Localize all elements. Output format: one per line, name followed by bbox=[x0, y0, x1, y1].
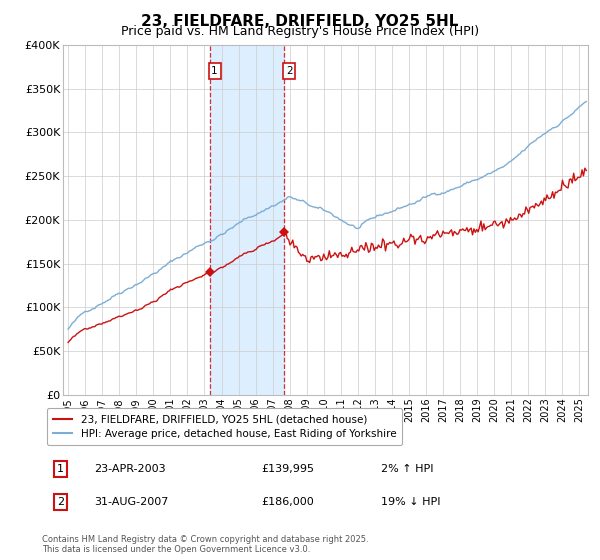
Text: 23, FIELDFARE, DRIFFIELD, YO25 5HL: 23, FIELDFARE, DRIFFIELD, YO25 5HL bbox=[142, 14, 458, 29]
Text: 1: 1 bbox=[211, 66, 218, 76]
Text: 2: 2 bbox=[57, 497, 64, 507]
Text: 1: 1 bbox=[57, 464, 64, 474]
Text: 23-APR-2003: 23-APR-2003 bbox=[94, 464, 166, 474]
Text: 31-AUG-2007: 31-AUG-2007 bbox=[94, 497, 169, 507]
Text: £139,995: £139,995 bbox=[261, 464, 314, 474]
Text: Price paid vs. HM Land Registry's House Price Index (HPI): Price paid vs. HM Land Registry's House … bbox=[121, 25, 479, 38]
Text: Contains HM Land Registry data © Crown copyright and database right 2025.
This d: Contains HM Land Registry data © Crown c… bbox=[42, 535, 368, 554]
Text: £186,000: £186,000 bbox=[261, 497, 314, 507]
Text: 2% ↑ HPI: 2% ↑ HPI bbox=[382, 464, 434, 474]
Legend: 23, FIELDFARE, DRIFFIELD, YO25 5HL (detached house), HPI: Average price, detache: 23, FIELDFARE, DRIFFIELD, YO25 5HL (deta… bbox=[47, 408, 403, 445]
Text: 19% ↓ HPI: 19% ↓ HPI bbox=[382, 497, 441, 507]
Bar bbox=[209, 45, 284, 395]
Text: 2: 2 bbox=[286, 66, 292, 76]
